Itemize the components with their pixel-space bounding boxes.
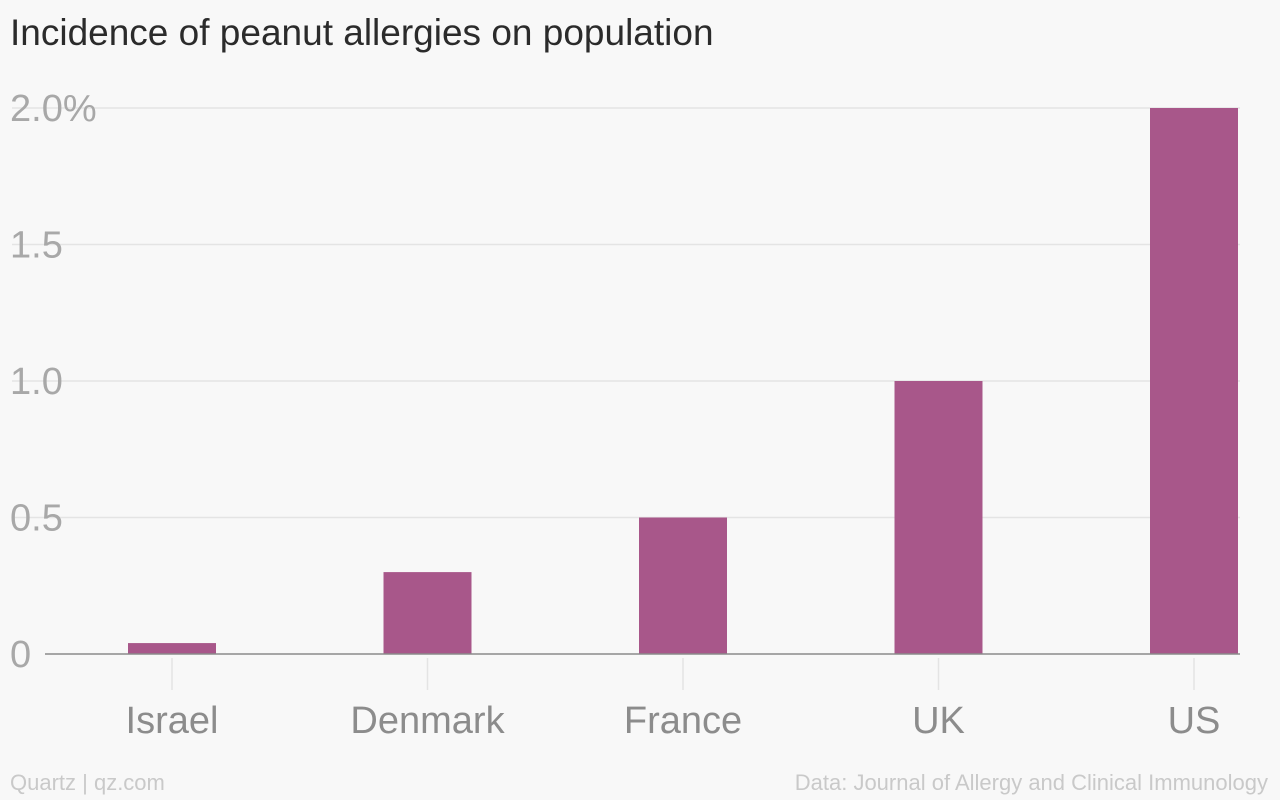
x-tick-label: US [1168, 700, 1221, 742]
x-tick-label: Israel [126, 700, 219, 742]
chart-title: Incidence of peanut allergies on populat… [10, 12, 714, 53]
footer-source: Data: Journal of Allergy and Clinical Im… [794, 770, 1268, 795]
y-tick-label: 1.0 [10, 361, 63, 403]
x-tick-label: UK [912, 700, 965, 742]
bar-denmark [383, 572, 472, 654]
x-axis-ticks: Israel Denmark France UK US [126, 658, 1221, 742]
bars [128, 108, 1238, 654]
bar-france [639, 517, 727, 654]
footer-credit: Quartz | qz.com [10, 770, 165, 795]
bar-uk [894, 381, 983, 654]
y-tick-label: 0 [10, 634, 31, 676]
bar-israel [128, 643, 216, 654]
x-tick-label: France [624, 700, 742, 742]
y-tick-label: 2.0% [10, 88, 97, 130]
gridlines [12, 107, 1240, 519]
y-tick-label: 1.5 [10, 225, 63, 267]
y-tick-label: 0.5 [10, 498, 63, 540]
x-tick-label: Denmark [350, 700, 505, 742]
y-axis-ticks: 0 0.5 1.0 1.5 2.0% [10, 88, 97, 676]
bar-us [1150, 108, 1238, 654]
